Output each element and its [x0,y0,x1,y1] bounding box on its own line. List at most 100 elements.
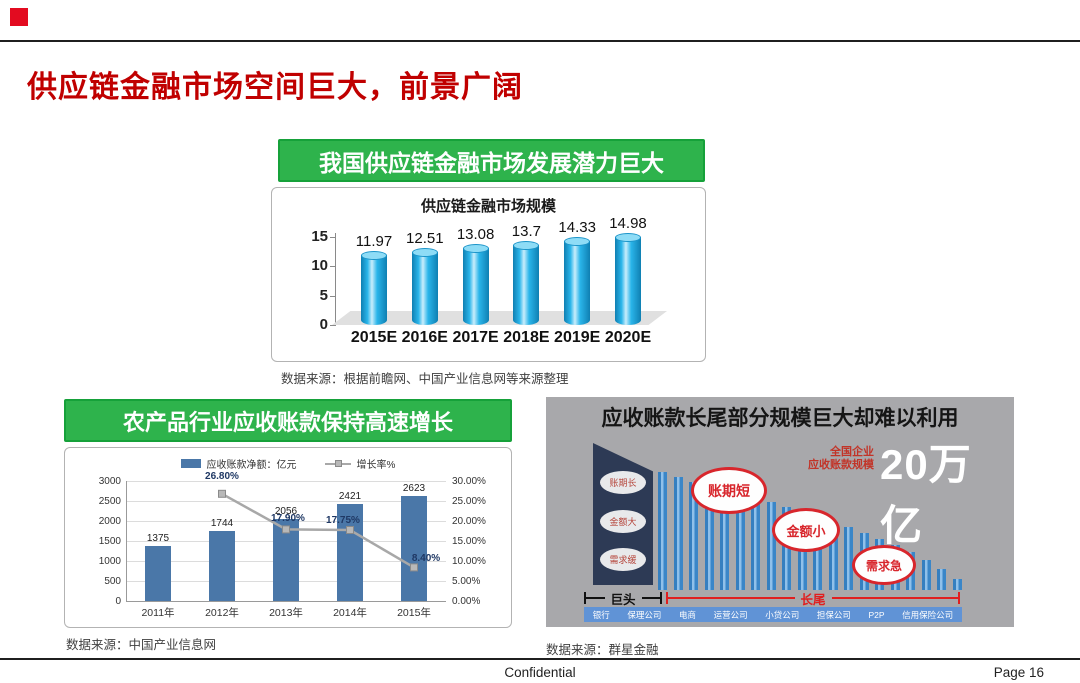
participant-label: 银行 [592,609,610,620]
segment-head-label: 巨头 [610,592,636,607]
segment-line [641,597,661,599]
growth-rate-label: 17.75% [326,515,360,526]
bar-value-label: 2623 [402,483,426,495]
bar-value-label: 11.97 [355,232,393,250]
participant-label: P2P [868,609,885,620]
segment-line [586,597,605,599]
bar-cylinder-top [564,236,591,246]
left-chart-header-label: 农产品行业应收账款保持高速增长 [122,409,453,435]
right-axis-tick-label: 5.00% [452,576,481,587]
tail-bar [921,560,931,590]
participant-label: 担保公司 [816,609,851,620]
tail-bar [952,579,962,590]
right-infographic: 应收账款长尾部分规模巨大却难以利用 全国企业 应收账款规模 20万亿 账期长 金额… [546,397,1014,627]
total-scale-caption-line1: 全国企业 [830,446,874,458]
bar-cylinder-top [462,244,489,254]
x-axis-category-label: 2015年 [397,607,431,619]
tail-bar [689,482,698,590]
top-chart-source: 数据来源：根据前瞻网、中国产业信息网等来源整理 [281,372,569,386]
bar-cylinder [615,233,641,325]
left-chart-header: 农产品行业应收账款保持高速增长 [64,399,512,442]
left-axis-tick-label: 1500 [98,536,121,547]
top-chart-plot: 15 10 5 0 11.97 2015E 12.51 2016E 13.08 2017E 13.7… [272,188,705,361]
x-axis-category-label: 2020E [604,329,652,346]
left-axis-tick-label: 0 [115,596,121,607]
total-scale-caption: 全国企业 应收账款规模 [782,446,874,472]
bar [337,504,363,601]
segment-line [668,597,795,599]
x-axis-category-label: 2015E [350,329,398,346]
tail-bar [828,522,838,590]
tail-bar [658,472,667,590]
segment-tail-label: 长尾 [800,592,826,607]
y-axis-tick-label: 0 [319,316,328,333]
x-axis-category-label: 2018E [503,329,550,346]
segment-line [831,597,959,599]
top-chart-title: 供应链金融市场规模 [420,198,556,215]
bar-value-label: 2421 [338,491,362,503]
y-axis-tick-label: 5 [319,286,328,304]
y-axis-line [126,481,127,601]
left-axis-tick-label: 1000 [98,556,121,567]
bar-value-label: 14.33 [558,218,596,236]
left-axis-tick-label: 2000 [98,516,121,527]
infographic-title: 应收账款长尾部分规模巨大却难以利用 [601,407,959,430]
tail-bar [766,502,776,590]
corner-accent-square [10,8,28,26]
bar [401,496,427,601]
gridline [126,501,446,502]
growth-line [221,492,415,569]
bar-value-label: 13.08 [456,226,495,244]
tail-bar [704,486,714,590]
left-axis-tick-label: 3000 [98,476,121,487]
tail-feature-bubble: 需求急 [852,545,916,585]
x-axis-category-label: 2016E [401,329,448,346]
growth-line-marker [218,489,226,498]
top-chart: 供应链金融市场规模 15 10 5 0 11.97 2015E 12.51 2016E 13.0… [271,187,706,362]
growth-line-marker [282,525,290,534]
growth-line-layer [218,489,418,572]
growth-line-marker [410,563,418,572]
top-chart-header-label: 我国供应链金融市场发展潜力巨大 [319,149,664,176]
y-axis-tick [330,266,335,268]
tail-bar [673,477,683,590]
x-axis-category-label: 2014年 [333,607,367,619]
top-chart-header: 我国供应链金融市场发展潜力巨大 [278,139,705,182]
growth-rate-label: 8.40% [411,553,441,564]
right-axis-tick-label: 30.00% [452,476,486,487]
line-series-marker [334,459,342,467]
bar-cylinder-top [411,247,438,257]
y-axis-tick-label: 15 [311,227,328,245]
footer-confidential: Confidential [504,665,576,680]
participant-label: 信用保险公司 [902,609,954,620]
head-wedge-label: 账期长 [600,471,646,494]
bar-value-label: 2056 [274,505,298,517]
tail-bar [782,507,791,590]
bar-value-label: 12.51 [406,229,444,247]
segment-head: 巨头 [584,591,663,607]
bottom-divider-line [0,658,1080,660]
y-axis-tick [330,295,335,297]
left-chart: 应收账款净额：亿元 增长率% 3000 30.00% 2500 25.00% 2000 2… [64,447,512,628]
head-wedge-label: 需求缓 [600,548,646,571]
bar-cylinder-top [513,240,540,250]
bar-cylinder [361,250,387,325]
right-axis-tick-label: 15.00% [452,536,486,547]
right-axis-tick-label: 25.00% [452,496,486,507]
left-axis-tick-label: 2500 [98,496,121,507]
y-axis-tick-label: 10 [311,257,328,275]
bar-cylinder-top [615,233,641,243]
bar-cylinder [564,236,591,325]
tail-bar [844,527,853,590]
bar-series-label: 应收账款净额：亿元 [206,460,297,471]
slide-title: 供应链金融市场空间巨大，前景广阔 [27,71,523,104]
x-axis-category-label: 2013年 [269,607,303,619]
participant-label: 电商 [679,609,697,620]
left-chart-plot: 3000 30.00% 2500 25.00% 2000 20.00% 1500 15.00%… [65,448,511,627]
left-chart-legend: 应收账款净额：亿元 增长率% [65,456,511,471]
footer-page-number: Page 16 [993,665,1044,680]
y-axis-tick [330,236,335,238]
right-axis-tick-label: 0.00% [452,596,481,607]
bar-value-label: 1744 [210,518,234,530]
